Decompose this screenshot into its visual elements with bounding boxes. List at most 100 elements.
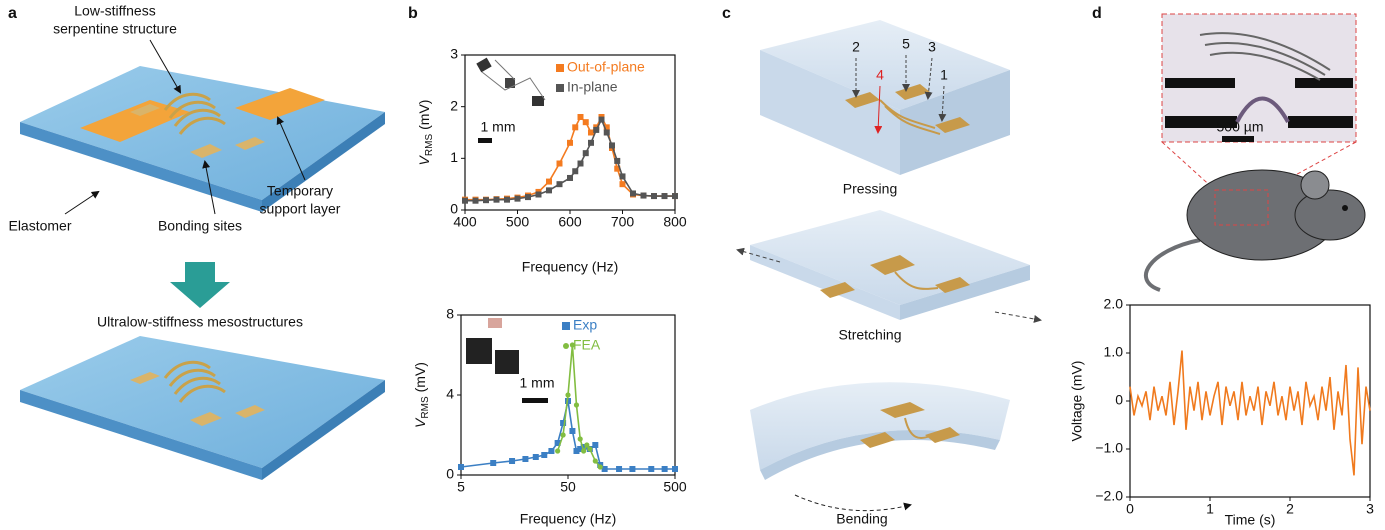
data-point	[620, 181, 626, 187]
data-point	[567, 140, 573, 146]
data-point	[458, 464, 464, 470]
x-tick-label: 2	[1286, 501, 1294, 517]
legend-marker	[562, 322, 570, 330]
arrow-label: Ultralow-stiffness mesostructures	[97, 314, 303, 330]
x-axis-label: Frequency (Hz)	[520, 511, 616, 527]
data-point	[483, 197, 489, 203]
slab-pressing	[760, 20, 1010, 175]
y-tick-label: 0	[450, 201, 458, 217]
y-label-subscript: RMS	[424, 134, 435, 157]
data-point	[546, 187, 552, 193]
marker-label: 3	[928, 39, 936, 55]
callout: Bonding sites	[158, 218, 242, 234]
data-point	[581, 448, 586, 453]
data-point	[572, 168, 578, 174]
legend-label: FEA	[573, 337, 601, 353]
x-tick-label: 500	[663, 479, 687, 495]
axes-frame	[1130, 305, 1370, 497]
data-point	[587, 446, 592, 451]
callout: support layer	[260, 201, 341, 217]
data-point	[494, 197, 500, 203]
data-line	[461, 401, 675, 469]
slab-bottom	[20, 336, 385, 480]
data-point	[588, 140, 594, 146]
y-label-subscript: RMS	[420, 396, 431, 419]
data-point	[620, 173, 626, 179]
y-tick-label: 8	[446, 306, 454, 322]
data-point	[572, 124, 578, 130]
caption: Bending	[836, 511, 887, 527]
data-line	[1130, 351, 1370, 476]
x-axis-label: Time (s)	[1225, 512, 1276, 528]
data-point	[583, 119, 589, 125]
x-tick-label: 600	[558, 214, 582, 230]
data-point	[561, 432, 566, 437]
inset-image	[1162, 14, 1356, 190]
data-point	[648, 466, 654, 472]
x-tick-label: 1	[1206, 501, 1214, 517]
slab-bending	[750, 382, 1010, 510]
data-point	[473, 198, 479, 204]
scale-bar-label: 500 µm	[1217, 119, 1264, 135]
y-axis-label: Voltage (mV)	[1069, 361, 1085, 442]
data-point	[536, 192, 542, 198]
y-tick-label: 2.0	[1104, 296, 1124, 312]
data-point	[567, 175, 573, 181]
data-point	[651, 193, 657, 199]
data-point	[583, 150, 589, 156]
legend-label: Out-of-plane	[567, 59, 645, 75]
y-tick-label: 1.0	[1104, 344, 1124, 360]
data-point	[593, 127, 599, 133]
x-tick-label: 3	[1366, 501, 1374, 517]
x-axis-label: Frequency (Hz)	[522, 259, 618, 275]
figure: a Low-stiffness serpentine structure Tem…	[0, 0, 1385, 530]
y-tick-label: −1.0	[1095, 440, 1123, 456]
y-axis-label: VRMS(mV)	[416, 100, 435, 166]
mouse	[1146, 170, 1365, 290]
x-tick-label: 50	[560, 479, 576, 495]
data-point	[490, 460, 496, 466]
process-arrow	[170, 262, 230, 308]
caption: Pressing	[843, 181, 897, 197]
annotation: 1 mm	[481, 119, 516, 135]
data-point	[557, 161, 563, 167]
y-tick-label: 0	[446, 466, 454, 482]
y-tick-label: 2	[450, 97, 458, 113]
y-tick-label: 3	[450, 46, 458, 62]
callout-arrow	[65, 192, 98, 214]
marker-label: 4	[876, 67, 884, 83]
data-point	[504, 197, 510, 203]
data-point	[588, 130, 594, 136]
legend-label: In-plane	[567, 79, 618, 95]
data-point	[672, 466, 678, 472]
legend-label: Exp	[573, 317, 597, 333]
data-point	[546, 179, 552, 185]
legend-marker	[556, 84, 564, 92]
marker-label: 2	[852, 39, 860, 55]
data-point	[578, 161, 584, 167]
y-label-unit: (mV)	[412, 362, 428, 392]
data-point	[555, 448, 560, 453]
y-label-unit: (mV)	[416, 100, 432, 130]
callout: serpentine structure	[53, 21, 177, 37]
data-point	[662, 193, 668, 199]
data-point	[598, 464, 603, 469]
legend-marker	[563, 343, 569, 349]
data-point	[578, 436, 583, 441]
data-point	[599, 117, 605, 123]
legend-marker	[556, 64, 564, 72]
slab-stretching	[738, 210, 1040, 320]
marker-label: 5	[902, 36, 910, 52]
data-point	[548, 448, 554, 454]
data-point	[609, 142, 615, 148]
callout: Low-stiffness	[74, 3, 155, 19]
callout: Elastomer	[8, 218, 71, 234]
data-point	[515, 196, 521, 202]
data-point	[593, 458, 598, 463]
data-point	[641, 193, 647, 199]
data-point	[569, 428, 575, 434]
data-point	[565, 392, 570, 397]
data-point	[592, 442, 598, 448]
data-point	[522, 456, 528, 462]
marker-label: 1	[940, 67, 948, 83]
